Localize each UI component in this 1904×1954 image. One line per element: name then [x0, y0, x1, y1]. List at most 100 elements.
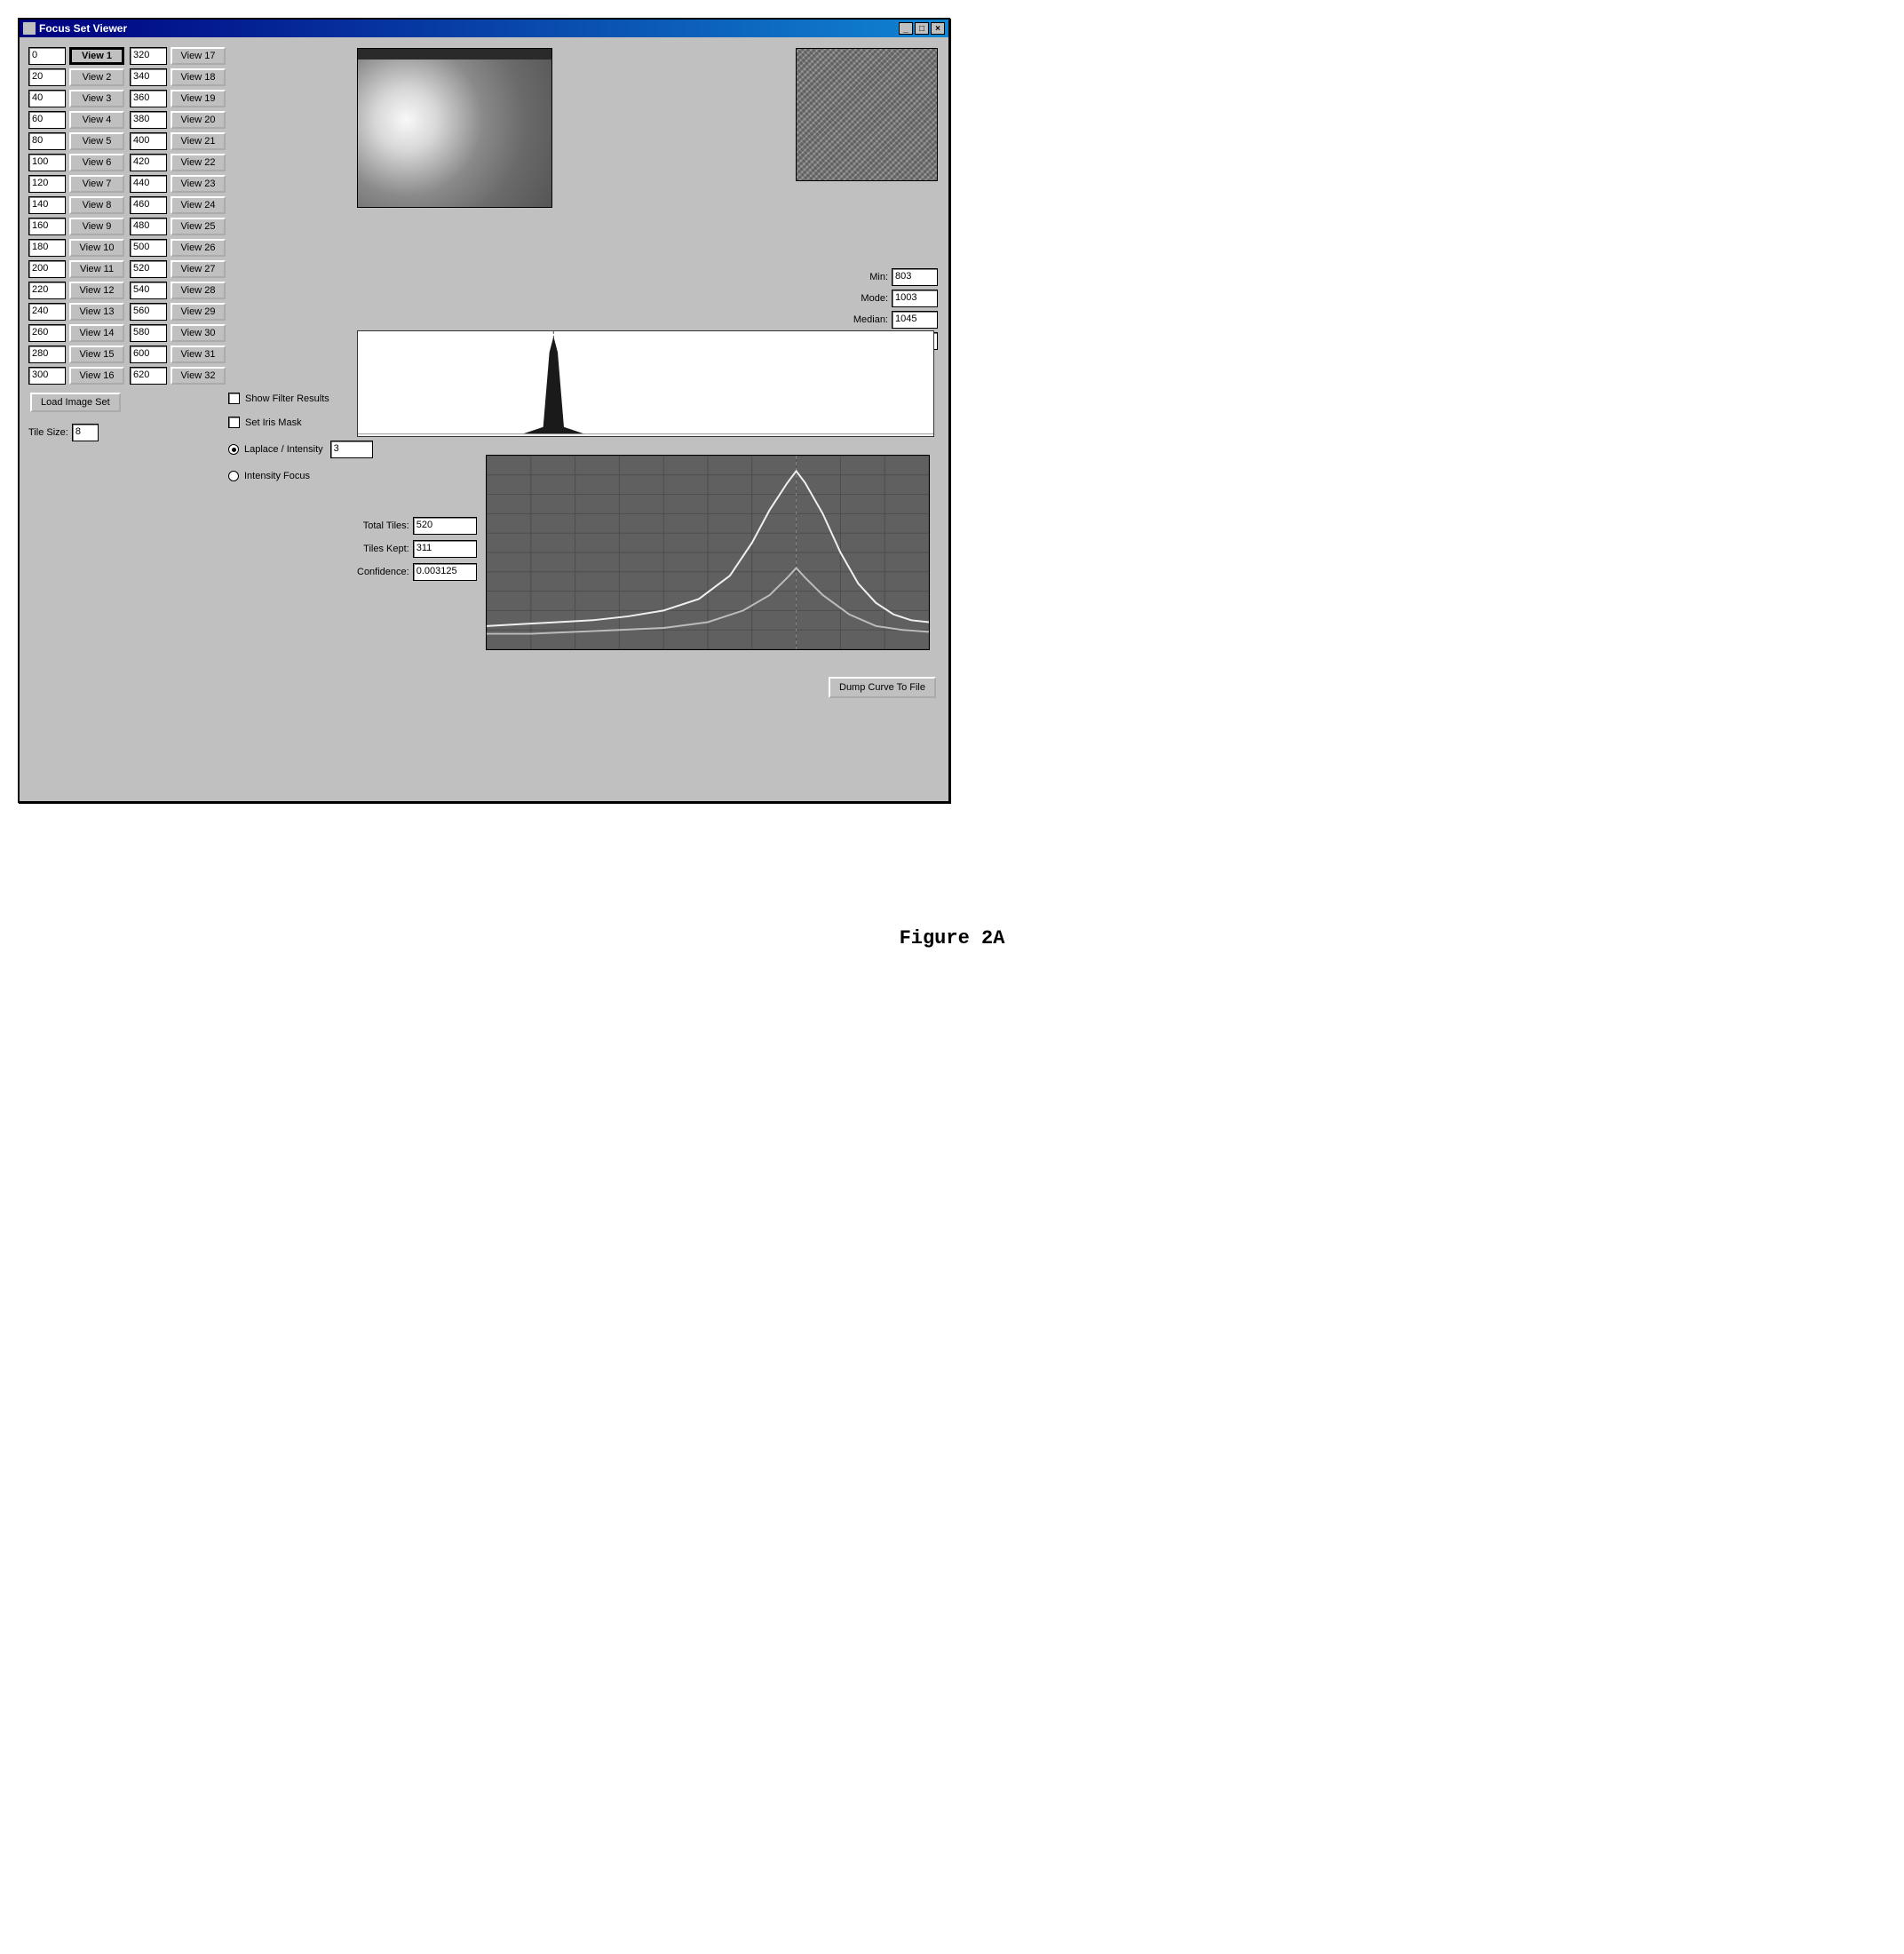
- view-value-input[interactable]: 280: [28, 346, 66, 363]
- set-iris-mask-checkbox[interactable]: Set Iris Mask: [228, 417, 373, 428]
- view-button[interactable]: View 14: [69, 324, 124, 342]
- view-row: 560View 29: [130, 302, 226, 322]
- stat-median-label: Median:: [853, 314, 888, 325]
- view-button[interactable]: View 32: [171, 367, 226, 385]
- view-value-input[interactable]: 320: [130, 47, 167, 65]
- dump-curve-button[interactable]: Dump Curve To File: [829, 677, 936, 698]
- view-button[interactable]: View 12: [69, 282, 124, 299]
- view-row: 120View 7: [28, 174, 124, 194]
- window-controls: _ □ ×: [899, 22, 945, 35]
- view-button[interactable]: View 19: [171, 90, 226, 107]
- titlebar[interactable]: Focus Set Viewer _ □ ×: [20, 20, 948, 37]
- view-value-input[interactable]: 40: [28, 90, 66, 107]
- intensity-focus-radio[interactable]: Intensity Focus: [228, 471, 373, 481]
- view-row: 300View 16: [28, 366, 124, 385]
- view-button[interactable]: View 31: [171, 346, 226, 363]
- view-button[interactable]: View 23: [171, 175, 226, 193]
- view-button[interactable]: View 2: [69, 68, 124, 86]
- view-row: 240View 13: [28, 302, 124, 322]
- view-button[interactable]: View 11: [69, 260, 124, 278]
- view-row: 440View 23: [130, 174, 226, 194]
- view-button[interactable]: View 30: [171, 324, 226, 342]
- view-value-input[interactable]: 60: [28, 111, 66, 129]
- view-button[interactable]: View 26: [171, 239, 226, 257]
- view-value-input[interactable]: 200: [28, 260, 66, 278]
- tile-size-input[interactable]: 8: [72, 424, 99, 441]
- view-row: 460View 24: [130, 195, 226, 215]
- view-row: 500View 26: [130, 238, 226, 258]
- view-value-input[interactable]: 340: [130, 68, 167, 86]
- close-button[interactable]: ×: [931, 22, 945, 35]
- view-row: 380View 20: [130, 110, 226, 130]
- stat-mode-value[interactable]: 1003: [892, 290, 938, 307]
- view-value-input[interactable]: 500: [130, 239, 167, 257]
- view-selector: 0View 120View 240View 360View 480View 51…: [28, 46, 226, 385]
- view-value-input[interactable]: 100: [28, 154, 66, 171]
- maximize-button[interactable]: □: [915, 22, 929, 35]
- view-value-input[interactable]: 180: [28, 239, 66, 257]
- view-button[interactable]: View 16: [69, 367, 124, 385]
- view-value-input[interactable]: 600: [130, 346, 167, 363]
- view-button[interactable]: View 20: [171, 111, 226, 129]
- view-button[interactable]: View 17: [171, 47, 226, 65]
- view-button[interactable]: View 1: [69, 47, 124, 65]
- view-value-input[interactable]: 140: [28, 196, 66, 214]
- view-row: 580View 30: [130, 323, 226, 343]
- view-row: 520View 27: [130, 259, 226, 279]
- view-value-input[interactable]: 80: [28, 132, 66, 150]
- view-value-input[interactable]: 120: [28, 175, 66, 193]
- view-value-input[interactable]: 400: [130, 132, 167, 150]
- stat-median-value[interactable]: 1045: [892, 311, 938, 329]
- tiles-kept-value[interactable]: 311: [413, 540, 477, 558]
- view-value-input[interactable]: 220: [28, 282, 66, 299]
- view-value-input[interactable]: 260: [28, 324, 66, 342]
- view-row: 20View 2: [28, 68, 124, 87]
- view-button[interactable]: View 3: [69, 90, 124, 107]
- view-button[interactable]: View 28: [171, 282, 226, 299]
- view-button[interactable]: View 6: [69, 154, 124, 171]
- view-button[interactable]: View 7: [69, 175, 124, 193]
- view-value-input[interactable]: 520: [130, 260, 167, 278]
- view-value-input[interactable]: 160: [28, 218, 66, 235]
- view-value-input[interactable]: 380: [130, 111, 167, 129]
- laplace-intensity-radio[interactable]: Laplace / Intensity: [228, 444, 323, 455]
- view-button[interactable]: View 10: [69, 239, 124, 257]
- minimize-button[interactable]: _: [899, 22, 913, 35]
- view-button[interactable]: View 13: [69, 303, 124, 321]
- view-value-input[interactable]: 240: [28, 303, 66, 321]
- view-button[interactable]: View 29: [171, 303, 226, 321]
- stat-min-value[interactable]: 803: [892, 268, 938, 286]
- view-button[interactable]: View 22: [171, 154, 226, 171]
- view-value-input[interactable]: 560: [130, 303, 167, 321]
- view-button[interactable]: View 25: [171, 218, 226, 235]
- load-image-set-button[interactable]: Load Image Set: [30, 393, 121, 412]
- view-button[interactable]: View 4: [69, 111, 124, 129]
- stat-mode-label: Mode:: [861, 293, 888, 304]
- view-button[interactable]: View 15: [69, 346, 124, 363]
- view-value-input[interactable]: 0: [28, 47, 66, 65]
- view-value-input[interactable]: 620: [130, 367, 167, 385]
- view-button[interactable]: View 27: [171, 260, 226, 278]
- view-button[interactable]: View 18: [171, 68, 226, 86]
- show-filter-results-checkbox[interactable]: Show Filter Results: [228, 393, 373, 404]
- confidence-value[interactable]: 0.003125: [413, 563, 477, 581]
- radio-icon: [228, 471, 239, 481]
- view-button[interactable]: View 9: [69, 218, 124, 235]
- total-tiles-value[interactable]: 520: [413, 517, 477, 535]
- view-button[interactable]: View 21: [171, 132, 226, 150]
- view-value-input[interactable]: 300: [28, 367, 66, 385]
- view-value-input[interactable]: 20: [28, 68, 66, 86]
- view-value-input[interactable]: 440: [130, 175, 167, 193]
- view-value-input[interactable]: 540: [130, 282, 167, 299]
- view-button[interactable]: View 5: [69, 132, 124, 150]
- checkbox-icon: [228, 417, 240, 428]
- view-value-input[interactable]: 480: [130, 218, 167, 235]
- view-value-input[interactable]: 420: [130, 154, 167, 171]
- view-value-input[interactable]: 580: [130, 324, 167, 342]
- laplace-value-input[interactable]: 3: [330, 441, 373, 458]
- client-area: 0View 120View 240View 360View 480View 51…: [20, 37, 948, 801]
- view-value-input[interactable]: 460: [130, 196, 167, 214]
- view-value-input[interactable]: 360: [130, 90, 167, 107]
- view-button[interactable]: View 8: [69, 196, 124, 214]
- view-button[interactable]: View 24: [171, 196, 226, 214]
